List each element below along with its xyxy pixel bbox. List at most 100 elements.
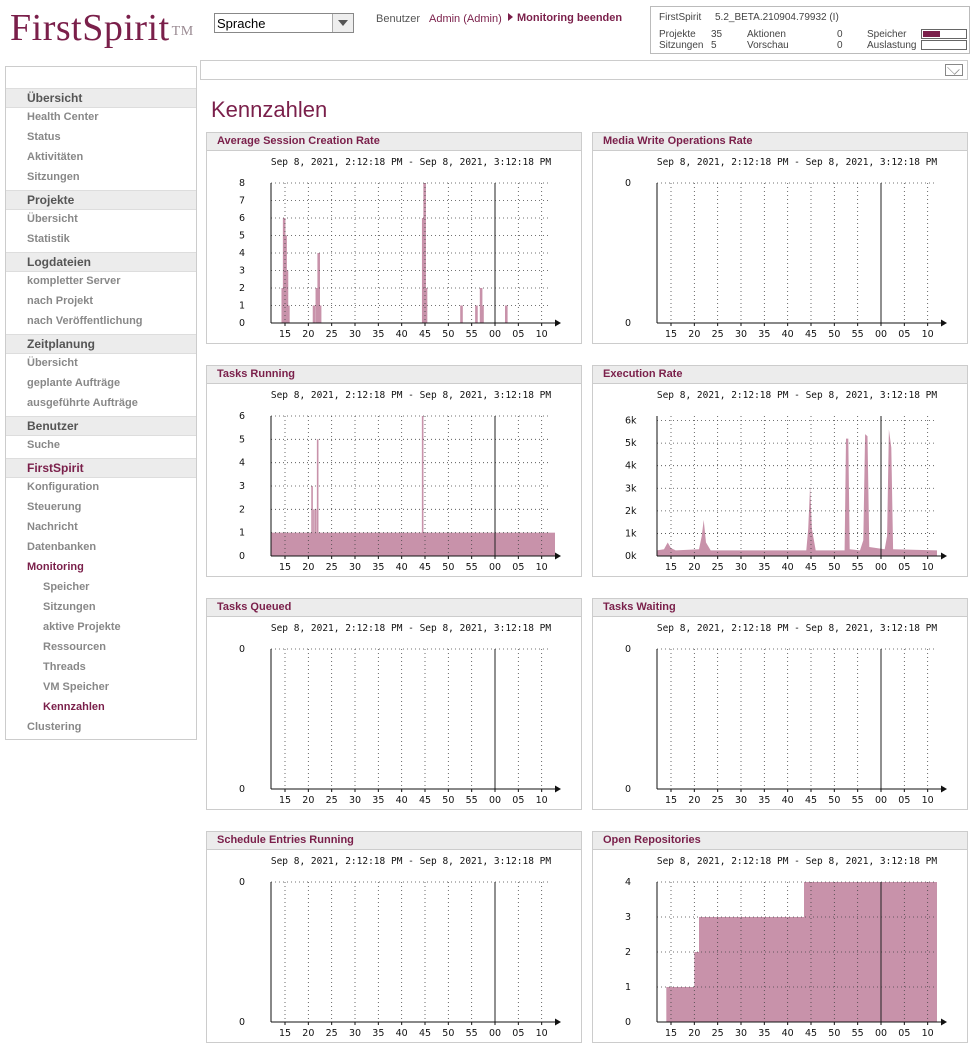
y-tick-label: 7	[239, 196, 245, 207]
x-tick-label: 30	[735, 562, 747, 573]
y-tick-label: 5k	[625, 438, 637, 449]
sidebar-item[interactable]: Status	[27, 131, 61, 143]
chevron-down-icon[interactable]	[332, 14, 353, 32]
x-tick-label: 05	[898, 1028, 910, 1039]
x-tick-label: 05	[898, 795, 910, 806]
monitoring-end-label: Monitoring beenden	[517, 12, 623, 24]
x-tick-label: 20	[302, 795, 314, 806]
sidebar-item[interactable]: VM Speicher	[43, 681, 110, 693]
sidebar-item[interactable]: Statistik	[27, 233, 70, 245]
x-tick-label: 35	[372, 795, 384, 806]
x-tick-label: 00	[875, 1028, 887, 1039]
x-tick-label: 25	[326, 562, 338, 573]
x-tick-label: 40	[396, 1028, 408, 1039]
x-tick-label: 20	[688, 795, 700, 806]
x-tick-label: 35	[372, 1028, 384, 1039]
sidebar-item[interactable]: Sitzungen	[27, 171, 80, 183]
sidebar-item[interactable]: Health Center	[27, 111, 99, 123]
x-tick-label: 15	[665, 329, 677, 340]
chart-title: Media Write Operations Rate	[603, 135, 753, 147]
x-tick-label: 15	[279, 1028, 291, 1039]
sidebar-item[interactable]: Aktivitäten	[27, 151, 84, 163]
admin-link[interactable]: Admin (Admin)	[429, 13, 502, 25]
chart-panel-header: Tasks Queued	[207, 599, 581, 617]
chart-panel: Schedule Entries Running Sep 8, 2021, 2:1…	[206, 831, 582, 1043]
x-tick-label: 05	[512, 562, 524, 573]
chart-panel-header: Open Repositories	[593, 832, 967, 850]
language-select[interactable]: Sprache	[214, 13, 354, 33]
chart-panel-header: Media Write Operations Rate	[593, 133, 967, 151]
x-tick-label: 45	[419, 329, 431, 340]
sidebar-item[interactable]: Clustering	[27, 721, 82, 733]
page-title: Kennzahlen	[211, 97, 328, 122]
sidebar-item[interactable]: ausgeführte Aufträge	[27, 397, 138, 409]
sidebar-item[interactable]: Speicher	[43, 581, 90, 593]
sidebar-section-1[interactable]: Projekte	[6, 190, 196, 210]
sidebar-item[interactable]: geplante Aufträge	[27, 377, 121, 389]
y-tick-label: 0	[625, 784, 631, 795]
x-tick-label: 10	[922, 562, 934, 573]
axis-arrow-icon	[555, 1018, 561, 1026]
x-tick-label: 35	[372, 329, 384, 340]
sidebar-item[interactable]: Konfiguration	[27, 481, 100, 493]
sidebar-item[interactable]: Steuerung	[27, 501, 82, 513]
sidebar-item[interactable]: Übersicht	[27, 357, 78, 369]
x-tick-label: 05	[898, 562, 910, 573]
x-tick-label: 35	[758, 795, 770, 806]
chart-time-range: Sep 8, 2021, 2:12:18 PM - Sep 8, 2021, 3…	[657, 623, 938, 634]
sidebar-section-label: Übersicht	[27, 91, 83, 105]
x-tick-label: 05	[512, 329, 524, 340]
y-tick-label: 5	[239, 231, 245, 242]
y-tick-label: 3	[625, 912, 631, 923]
x-tick-label: 50	[442, 795, 454, 806]
x-tick-label: 40	[782, 795, 794, 806]
info-memory-label: Speicher	[867, 29, 907, 40]
x-tick-label: 10	[536, 562, 548, 573]
x-tick-label: 00	[489, 329, 501, 340]
sidebar-section-3[interactable]: Zeitplanung	[6, 334, 196, 354]
sidebar-section-5[interactable]: FirstSpirit	[6, 458, 196, 478]
chart-spike	[316, 439, 319, 556]
sidebar-item[interactable]: Übersicht	[27, 213, 78, 225]
sidebar-item[interactable]: Kennzahlen	[43, 701, 105, 713]
sidebar-item[interactable]: Ressourcen	[43, 641, 106, 653]
memory-bar	[921, 29, 967, 39]
sidebar-item[interactable]: aktive Projekte	[43, 621, 121, 633]
sidebar-item[interactable]: kompletter Server	[27, 275, 121, 287]
y-tick-label: 1k	[625, 528, 637, 539]
sidebar-item[interactable]: Monitoring	[27, 561, 84, 573]
sidebar-item[interactable]: nach Projekt	[27, 295, 94, 307]
sidebar-item[interactable]: Nachricht	[27, 521, 78, 533]
chart-spike	[313, 509, 315, 556]
sidebar-section-label: Projekte	[27, 193, 75, 207]
x-tick-label: 45	[805, 562, 817, 573]
sidebar-item[interactable]: nach Veröffentlichung	[27, 315, 143, 327]
x-tick-label: 55	[466, 329, 478, 340]
x-tick-label: 55	[852, 1028, 864, 1039]
x-tick-label: 45	[805, 1028, 817, 1039]
sidebar-item[interactable]: Threads	[43, 661, 86, 673]
info-sessions-value: 5	[711, 40, 717, 51]
y-tick-label: 6	[239, 411, 245, 422]
sidebar-item[interactable]: Sitzungen	[43, 601, 96, 613]
y-tick-label: 2	[625, 947, 631, 958]
sidebar-navigation: Übersicht Health Center Status Aktivitäten S…	[5, 66, 197, 740]
info-preview-value: 0	[837, 40, 843, 51]
x-tick-label: 15	[665, 562, 677, 573]
chart-bar	[315, 288, 319, 323]
x-tick-label: 40	[782, 329, 794, 340]
chart-panel: Media Write Operations Rate Sep 8, 2021, …	[592, 132, 968, 344]
sidebar-item[interactable]: Suche	[27, 439, 61, 451]
x-tick-label: 15	[279, 562, 291, 573]
x-tick-label: 10	[922, 329, 934, 340]
server-info-box: FirstSpirit 5.2_BETA.210904.79932 (I) Pr…	[650, 6, 970, 54]
sidebar-item[interactable]: Datenbanken	[27, 541, 97, 553]
x-tick-label: 20	[302, 562, 314, 573]
sidebar-section-0[interactable]: Übersicht	[6, 88, 196, 108]
chart-svg: Sep 8, 2021, 2:12:18 PM - Sep 8, 2021, 3…	[625, 623, 947, 806]
sidebar-section-2[interactable]: Logdateien	[6, 252, 196, 272]
monitoring-end-link[interactable]: Monitoring beenden	[508, 12, 622, 24]
sidebar-section-4[interactable]: Benutzer	[6, 416, 196, 436]
mail-icon[interactable]	[945, 64, 963, 76]
chart-panel-header: Tasks Waiting	[593, 599, 967, 617]
